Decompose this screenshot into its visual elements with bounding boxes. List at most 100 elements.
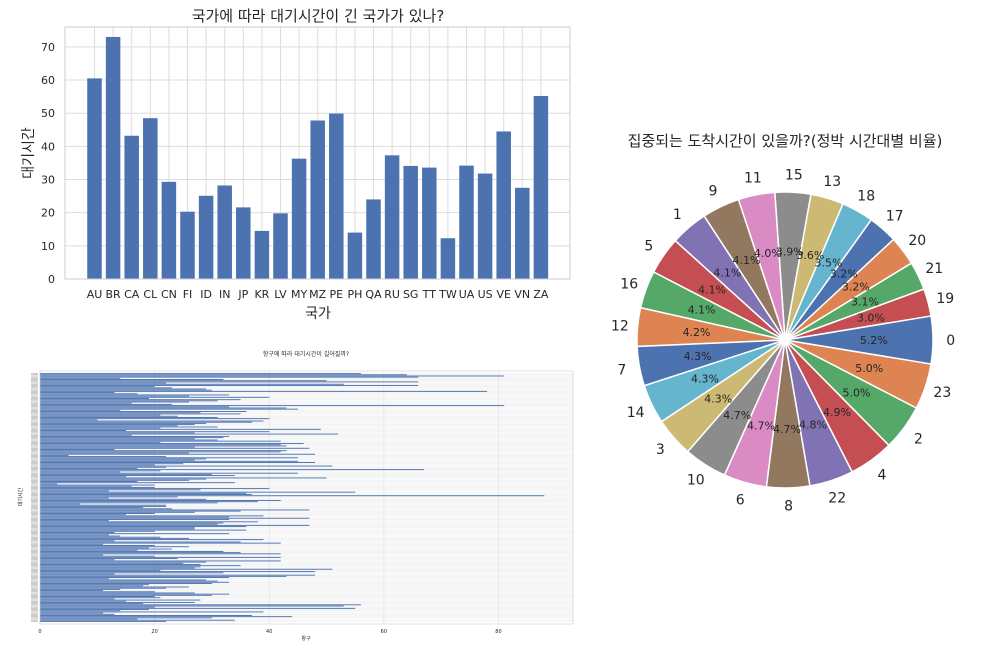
hbar <box>40 497 109 499</box>
hbar <box>40 377 121 379</box>
pie-chart-title: 집중되는 도착시간이 있을까?(정박 시간대별 비율) <box>628 132 943 150</box>
pie-percent-label: 4.7% <box>747 420 775 433</box>
port-chart-xlabel: 항구 <box>301 635 311 642</box>
pie-percent-label: 4.3% <box>684 350 712 363</box>
hbar <box>40 617 212 619</box>
hbar <box>40 446 195 448</box>
hbar <box>40 431 270 433</box>
hbar <box>40 481 138 482</box>
x-tick-label: 60 <box>381 629 387 635</box>
pie-percent-label: 4.9% <box>823 406 851 419</box>
x-tick-label: KR <box>254 288 269 301</box>
bar-ph <box>347 232 363 279</box>
hbar <box>40 584 149 586</box>
hbar <box>40 454 69 456</box>
hbar <box>40 599 201 601</box>
hbar <box>40 449 115 450</box>
hbar <box>40 450 287 452</box>
hbar <box>40 402 132 404</box>
x-tick-label: TT <box>422 288 437 301</box>
hbar <box>40 373 361 375</box>
pie-hour-label: 22 <box>828 490 846 506</box>
pie-percent-label: 4.1% <box>688 304 716 317</box>
hbar <box>40 509 310 511</box>
hbar <box>40 562 184 564</box>
hbar <box>40 530 155 532</box>
hbar <box>40 588 121 590</box>
hbar <box>40 499 281 501</box>
country-chart-xlabel: 국가 <box>305 306 331 322</box>
bar-fi <box>180 211 195 279</box>
hbar <box>40 522 224 524</box>
hbar <box>40 379 224 380</box>
hbar <box>40 527 195 529</box>
hbar <box>40 516 230 518</box>
pie-hour-label: 2 <box>914 431 923 447</box>
x-tick-label: CN <box>161 288 177 301</box>
hbar <box>40 616 293 618</box>
hbar <box>40 430 126 431</box>
x-tick-label: 0 <box>38 629 41 635</box>
hbar <box>40 395 190 397</box>
bar-ca <box>124 135 139 279</box>
hbar <box>40 482 235 484</box>
port-hbar-chart: 항구에 따라 대기시간이 길어질까? 0 20 40 60 80 항구 대기시간 <box>17 350 574 642</box>
pie-hour-label: 17 <box>886 209 904 225</box>
hbar <box>40 383 344 385</box>
hbar <box>40 472 298 474</box>
x-tick-label: RU <box>384 288 400 301</box>
hbar <box>40 435 230 437</box>
hbar <box>40 507 144 509</box>
hbar <box>40 440 281 442</box>
hbar <box>40 593 230 595</box>
hbar <box>40 604 361 606</box>
bar-ve <box>496 131 511 279</box>
hbar <box>40 543 104 545</box>
hbar <box>40 444 281 446</box>
hbar <box>40 620 167 622</box>
hbar <box>40 473 212 475</box>
hbar <box>40 462 316 463</box>
bar-cn <box>161 181 177 279</box>
hbar <box>40 386 155 388</box>
hbar <box>40 486 155 488</box>
hbar <box>40 381 419 383</box>
y-tick-label: 50 <box>41 107 55 120</box>
hbar <box>40 501 258 503</box>
pie-hour-label: 8 <box>784 499 793 515</box>
pie-percent-label: 4.1% <box>713 266 741 279</box>
hbar <box>40 420 264 422</box>
hbar <box>40 555 155 557</box>
bar-id <box>198 195 214 279</box>
hbar <box>40 406 230 408</box>
pie-percent-label: 4.1% <box>698 283 726 296</box>
hbar <box>40 470 161 472</box>
pie-percent-label: 3.2% <box>842 280 870 293</box>
hbar <box>40 552 241 554</box>
hbar <box>40 396 270 398</box>
hbar <box>40 605 344 607</box>
hbar <box>40 582 212 584</box>
country-chart-frame <box>64 26 571 280</box>
hbar <box>40 491 356 493</box>
country-chart-ylabel: 대기시간 <box>21 127 37 179</box>
hbar <box>40 408 298 410</box>
hbar <box>40 483 58 485</box>
hbar <box>40 452 190 454</box>
hbar <box>40 596 155 597</box>
x-tick-label: IN <box>219 288 230 301</box>
hbar <box>40 394 230 396</box>
hbar <box>40 580 218 582</box>
hbar <box>40 564 201 565</box>
pie-percent-label: 3.2% <box>830 267 858 280</box>
pie-percent-label: 4.1% <box>732 254 760 267</box>
hbar <box>40 526 247 528</box>
hbar <box>40 590 104 592</box>
x-tick-label: VN <box>514 288 530 301</box>
hbar <box>40 513 155 514</box>
hbar <box>40 425 178 427</box>
hbar <box>40 606 155 608</box>
pie-hour-label: 6 <box>736 493 745 509</box>
hbar <box>40 434 132 436</box>
hbar <box>40 545 155 546</box>
